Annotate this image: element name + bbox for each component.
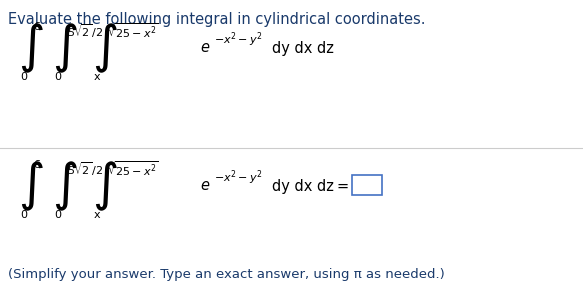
Text: $5\sqrt{2}\,/2$: $5\sqrt{2}\,/2$ [67, 22, 103, 40]
Text: 6: 6 [33, 22, 40, 32]
Text: 0: 0 [54, 210, 61, 220]
Text: (Simplify your answer. Type an exact answer, using π as needed.): (Simplify your answer. Type an exact ans… [8, 268, 445, 281]
Text: $\sqrt{25-x^2}$: $\sqrt{25-x^2}$ [107, 160, 159, 178]
Text: dy dx dz: dy dx dz [272, 178, 334, 193]
Text: Evaluate the following integral in cylindrical coordinates.: Evaluate the following integral in cylin… [8, 12, 426, 27]
Text: $e$: $e$ [200, 178, 210, 193]
Text: 0: 0 [54, 72, 61, 82]
Text: $\int$: $\int$ [52, 159, 78, 213]
Text: 0: 0 [20, 72, 27, 82]
Text: x: x [94, 72, 101, 82]
Text: $\int$: $\int$ [18, 21, 44, 75]
Text: dy dx dz: dy dx dz [272, 40, 334, 55]
Text: $-x^2-y^2$: $-x^2-y^2$ [214, 169, 262, 187]
Text: $e$: $e$ [200, 40, 210, 55]
Text: $\int$: $\int$ [92, 159, 118, 213]
Text: $\sqrt{25-x^2}$: $\sqrt{25-x^2}$ [107, 22, 159, 40]
Text: =: = [337, 178, 349, 193]
Text: x: x [94, 210, 101, 220]
Bar [352, 175, 382, 195]
Text: $\int$: $\int$ [92, 21, 118, 75]
Text: $\int$: $\int$ [18, 159, 44, 213]
Text: $-x^2-y^2$: $-x^2-y^2$ [214, 31, 262, 49]
Text: $\int$: $\int$ [52, 21, 78, 75]
Text: 6: 6 [33, 160, 40, 170]
Text: $5\sqrt{2}\,/2$: $5\sqrt{2}\,/2$ [67, 160, 103, 178]
Text: 0: 0 [20, 210, 27, 220]
